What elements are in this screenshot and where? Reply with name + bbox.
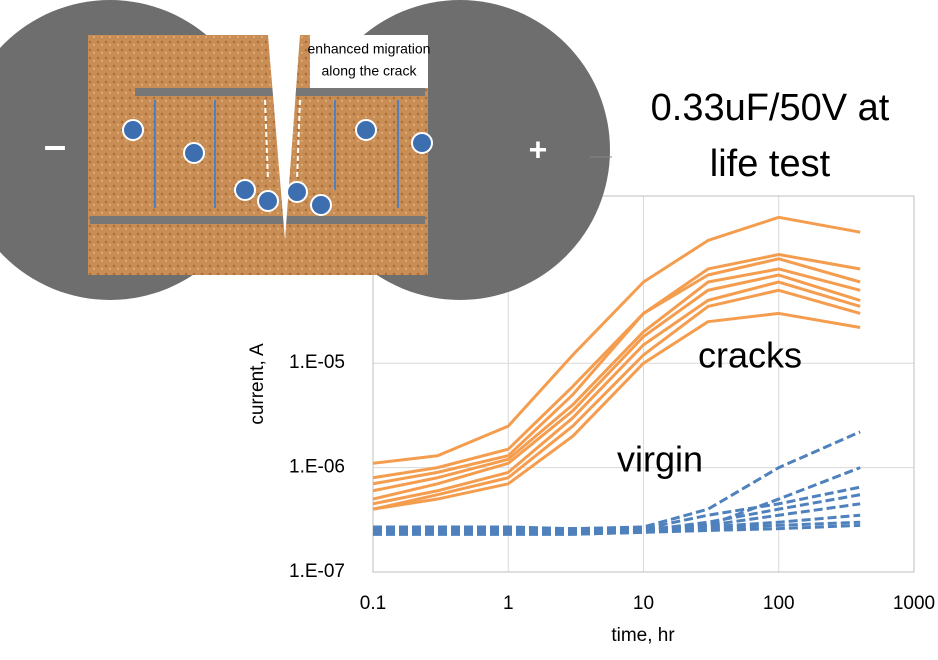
x-axis-label: time, hr: [611, 625, 675, 646]
annotation: virgin: [617, 439, 703, 480]
label-box: [310, 35, 428, 88]
series-line: [372, 288, 861, 511]
series-line: [372, 215, 861, 465]
y-tick-label: 1.E-05: [289, 352, 345, 373]
x-tick-label: 10: [633, 593, 654, 614]
crack-label: enhanced migration: [308, 41, 431, 57]
electrode-plate: [90, 216, 425, 224]
crack-label: along the crack: [322, 63, 418, 79]
x-tick-label: 1: [503, 593, 514, 614]
diagram: enhanced migration along the crack – +: [0, 0, 612, 300]
series-line: [372, 280, 861, 506]
crack: [268, 35, 300, 240]
series-line: [373, 493, 861, 532]
series-line: [372, 273, 861, 501]
annotation: cracks: [698, 335, 802, 376]
series-line: [373, 523, 861, 536]
y-tick-label: 1.E-07: [289, 561, 345, 582]
series-line: [372, 253, 861, 480]
y-axis-label: current, A: [247, 343, 268, 425]
migration-arrows: [154, 99, 399, 208]
chart-title: life test: [710, 143, 831, 185]
x-tick-label: 100: [763, 593, 795, 614]
series-line: [372, 257, 861, 486]
plot: 0.1 1 10 100 1000 1.E-07 1.E-06 1.E-05 cracks vir…: [247, 195, 935, 646]
x-tick-label: 1000: [893, 593, 935, 614]
series-line: [372, 267, 861, 493]
y-tick-label: 1.E-06: [289, 457, 345, 478]
series-line: [373, 513, 861, 534]
minus-sign: –: [44, 124, 66, 168]
series-line: [372, 311, 861, 511]
x-tick-label: 0.1: [360, 593, 386, 614]
chart-title: 0.33uF/50V at: [651, 87, 890, 129]
plot-frame: [372, 195, 915, 573]
plus-sign: +: [529, 131, 548, 167]
ions: [122, 119, 433, 216]
